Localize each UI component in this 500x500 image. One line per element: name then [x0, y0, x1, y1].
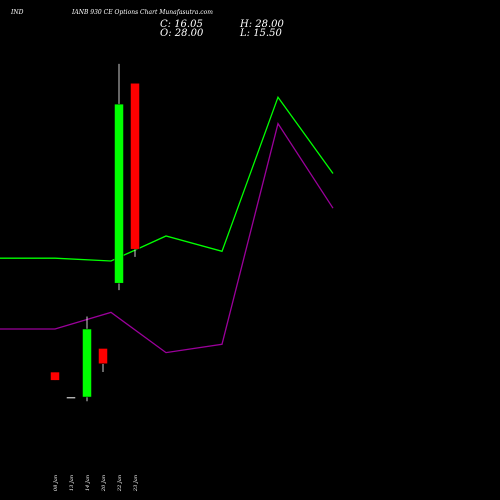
indicator-line-2	[0, 122, 334, 354]
indicator-line-1	[0, 95, 334, 262]
low-value: L: 15.50	[240, 28, 282, 39]
candle-body-2	[66, 396, 76, 399]
candle-body-3	[82, 328, 92, 398]
high-value: H: 28.00	[240, 19, 284, 30]
x-tick-label-1: 08 Jan	[53, 475, 59, 491]
candle-body-6	[130, 83, 140, 250]
ticker-label: IND	[11, 9, 24, 16]
candle-body-5	[114, 103, 124, 284]
x-tick-label-4: 20 Jan	[101, 475, 107, 492]
close-value: C: 16.05	[160, 19, 203, 30]
x-tick-label-2: 13 Jan	[69, 475, 75, 491]
x-tick-label-3: 14 Jan	[85, 475, 91, 491]
x-tick-label-6: 23 Jan	[133, 475, 139, 492]
open-value: O: 28.00	[160, 28, 204, 39]
candle-body-1	[50, 371, 60, 381]
candle-body-4	[98, 348, 108, 364]
chart-title: IANB 930 CE Options Chart Munafasutra.co…	[72, 9, 213, 16]
x-tick-label-5: 22 Jan	[117, 475, 123, 492]
